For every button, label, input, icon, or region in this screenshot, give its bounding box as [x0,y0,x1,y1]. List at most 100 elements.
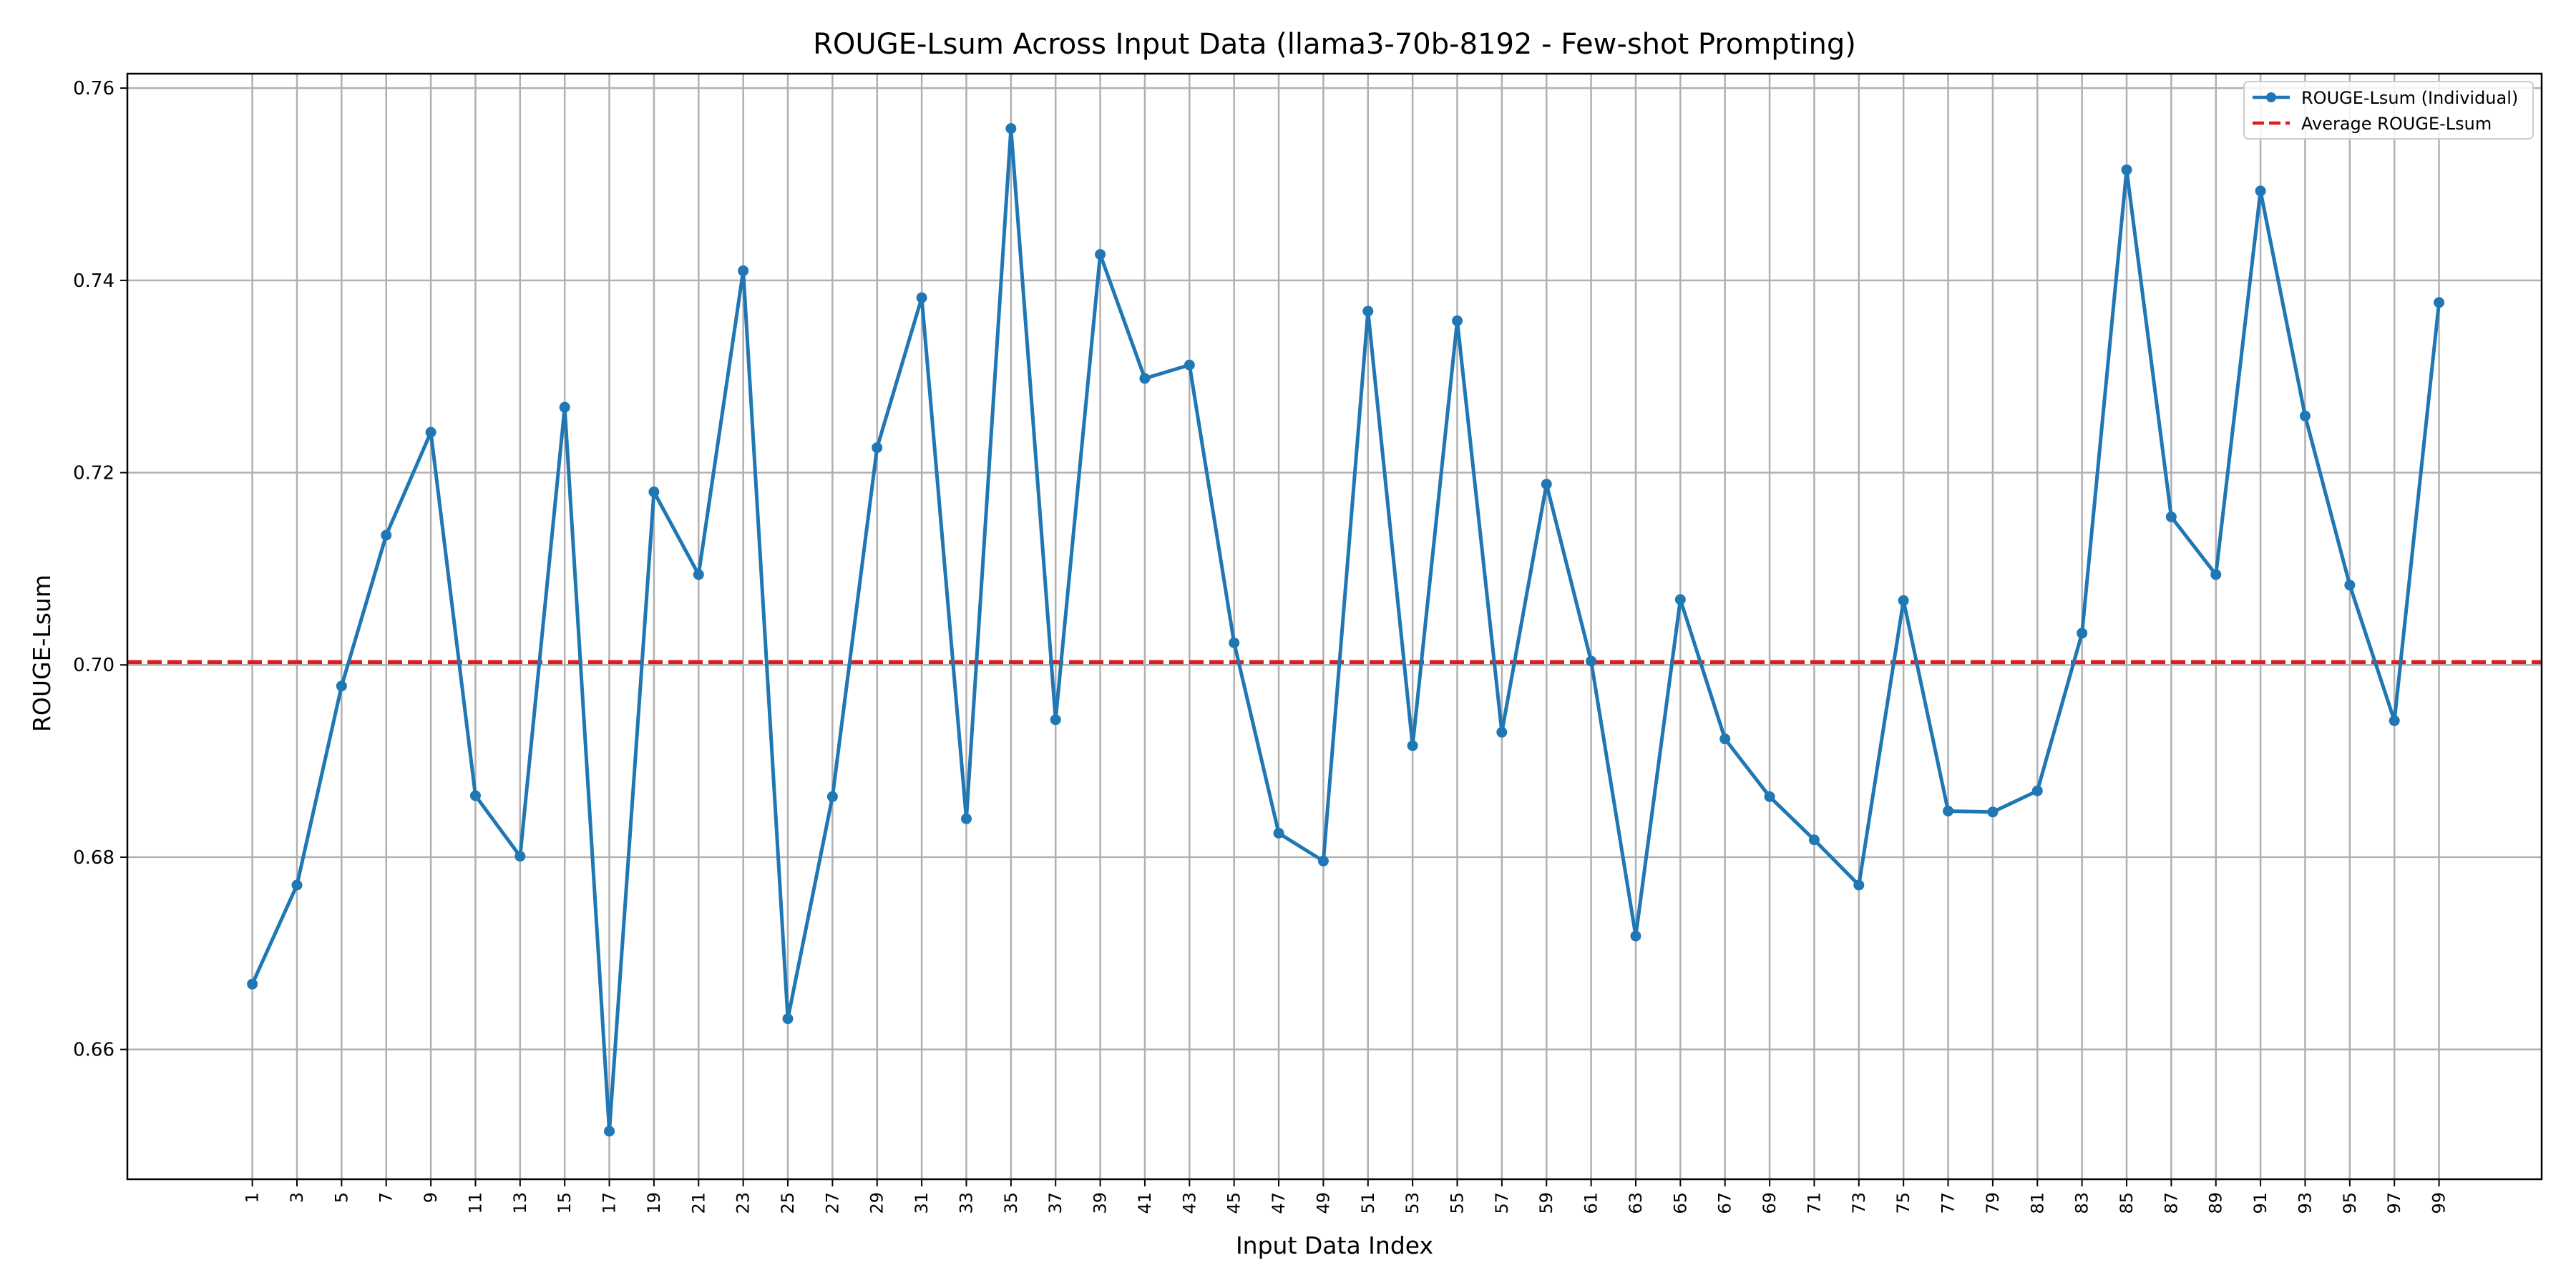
x-tick-label: 67 [1715,1192,1735,1214]
data-point [2299,410,2311,421]
data-point [1586,655,1597,667]
data-point [1005,123,1017,135]
data-point [1630,930,1641,942]
x-tick-label: 97 [2384,1192,2404,1214]
x-tick-label: 17 [600,1192,620,1214]
x-tick-label: 35 [1001,1192,1021,1214]
y-tick-label: 0.76 [73,78,114,99]
x-tick-label: 87 [2161,1192,2181,1214]
chart-title: ROUGE-Lsum Across Input Data (llama3-70b… [813,28,1856,61]
x-tick-label: 25 [778,1192,798,1214]
x-tick-label: 81 [2027,1192,2047,1214]
data-point [559,401,570,413]
x-tick-label: 33 [956,1192,976,1214]
data-point [514,851,526,862]
data-point [1229,637,1240,648]
x-tick-label: 95 [2340,1192,2360,1214]
data-point [604,1126,615,1137]
data-point [826,791,838,802]
legend-label-individual: ROUGE-Lsum (Individual) [2301,88,2518,108]
data-point [2389,715,2400,726]
x-axis-ticks: 1 3 5 7 9 11 13 15 17 19 21 23 25 27 29 31 33 35 37 39 41 43 4… [243,1179,2449,1214]
x-tick-label: 71 [1804,1192,1824,1214]
x-tick-label: 39 [1091,1192,1111,1214]
data-point [1987,806,1999,818]
x-tick-label: 49 [1313,1192,1333,1214]
data-point [1452,315,1463,326]
x-tick-label: 29 [867,1192,887,1214]
x-tick-label: 57 [1492,1192,1512,1214]
data-point [960,813,972,824]
y-tick-label: 0.70 [73,655,114,676]
legend-label-average: Average ROUGE-Lsum [2301,114,2492,134]
x-tick-label: 79 [1983,1192,2003,1214]
data-point [2121,164,2132,175]
data-point [469,790,481,801]
data-point [1050,714,1061,726]
x-tick-label: 13 [510,1192,530,1214]
data-point [1407,740,1418,751]
x-tick-label: 27 [822,1192,842,1214]
data-point [2255,185,2266,197]
x-tick-label: 61 [1581,1192,1601,1214]
x-axis-label: Input Data Index [1236,1231,1433,1259]
y-tick-label: 0.68 [73,847,114,869]
data-point [872,442,883,454]
x-tick-label: 73 [1849,1192,1869,1214]
x-tick-label: 11 [465,1192,485,1214]
data-point [2434,297,2445,308]
x-tick-label: 65 [1670,1192,1690,1214]
x-tick-label: 21 [688,1192,708,1214]
data-point [291,879,303,891]
x-tick-label: 47 [1269,1192,1289,1214]
data-point [1674,594,1686,605]
x-tick-label: 37 [1045,1192,1065,1214]
y-tick-label: 0.74 [73,270,114,292]
data-point [2077,628,2088,639]
x-tick-label: 93 [2295,1192,2315,1214]
data-point [738,265,749,276]
grid-lines [127,74,2542,1179]
y-axis-ticks: 0.66 0.68 0.70 0.72 0.74 0.76 [73,78,127,1061]
data-point [1139,373,1151,384]
legend-box [2243,81,2534,140]
data-point [648,486,660,497]
x-tick-label: 63 [1626,1192,1646,1214]
x-tick-label: 7 [376,1192,396,1203]
x-tick-label: 45 [1224,1192,1244,1214]
x-tick-label: 85 [2117,1192,2137,1214]
x-tick-label: 31 [912,1192,932,1214]
legend: ROUGE-Lsum (Individual) Average ROUGE-Ls… [2243,81,2534,140]
data-point [1496,726,1508,738]
data-point [425,426,436,438]
series-group [247,123,2445,1137]
x-tick-label: 23 [733,1192,753,1214]
x-tick-label: 83 [2072,1192,2092,1214]
data-point [782,1013,794,1025]
legend-marker-individual [2266,92,2276,102]
data-point [693,569,704,580]
data-point [336,680,347,692]
x-tick-label: 53 [1402,1192,1423,1214]
x-tick-label: 77 [1938,1192,1958,1214]
data-point [1095,249,1106,260]
x-tick-label: 9 [421,1192,441,1203]
data-point [1541,479,1552,490]
data-point [2210,569,2222,580]
x-tick-label: 1 [243,1192,263,1203]
x-tick-label: 19 [644,1192,664,1214]
data-point [1317,855,1329,867]
data-point [1764,791,1775,802]
data-point [1853,879,1865,891]
data-point [2031,785,2043,796]
x-tick-label: 15 [555,1192,575,1214]
y-tick-label: 0.66 [73,1040,114,1061]
x-tick-label: 91 [2250,1192,2270,1214]
x-tick-label: 69 [1760,1192,1780,1214]
series-line-individual [250,127,2441,1133]
data-point [1898,595,1909,606]
data-point [1184,359,1195,371]
plot-frame [126,72,2543,1181]
